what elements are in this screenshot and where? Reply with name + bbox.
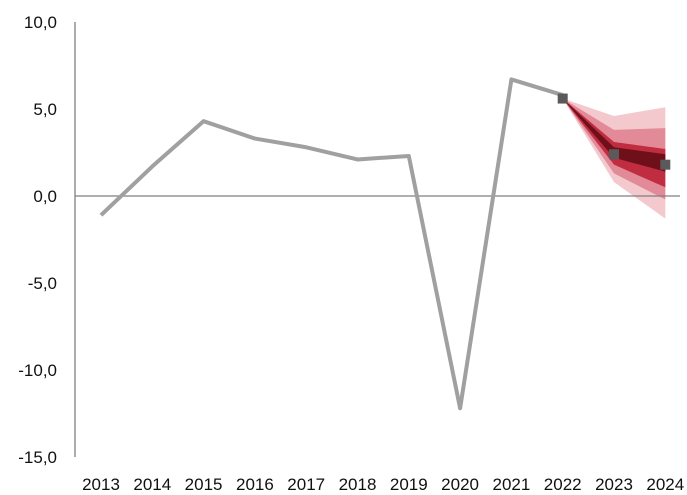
fan-band-3 [562, 98, 666, 188]
y-tick-label: 5,0 [33, 100, 57, 119]
x-tick-label: 2013 [82, 475, 120, 494]
projection-markers [557, 93, 671, 170]
projection-marker-2022 [557, 93, 568, 104]
x-tick-label: 2024 [646, 475, 684, 494]
fan-band-4 [562, 98, 666, 172]
x-tick-label: 2014 [133, 475, 171, 494]
x-tick-label: 2015 [185, 475, 223, 494]
x-tick-labels: 2013 2014 2015 2016 2017 2018 2019 2020 2021 2022… [82, 475, 684, 494]
y-tick-label: -5,0 [28, 274, 57, 293]
series-layer [99, 77, 564, 411]
projection-marker-2023 [609, 149, 619, 160]
x-tick-label: 2020 [441, 475, 479, 494]
y-tick-labels: 10,0 5,0 0,0 -5,0 -10,0 -15,0 [18, 13, 57, 467]
projection-marker-2024 [660, 159, 671, 170]
x-tick-label: 2022 [544, 475, 582, 494]
y-tick-label: -10,0 [18, 361, 57, 380]
y-tick-label: 10,0 [24, 13, 57, 32]
x-tick-label: 2019 [390, 475, 428, 494]
x-tick-label: 2017 [287, 475, 325, 494]
x-tick-label: 2021 [492, 475, 530, 494]
x-tick-label: 2018 [339, 475, 377, 494]
series-line-1 [99, 77, 564, 411]
y-tick-label: 0,0 [33, 187, 57, 206]
x-tick-label: 2016 [236, 475, 274, 494]
x-tick-label: 2023 [595, 475, 633, 494]
y-tick-label: -15,0 [18, 448, 57, 467]
